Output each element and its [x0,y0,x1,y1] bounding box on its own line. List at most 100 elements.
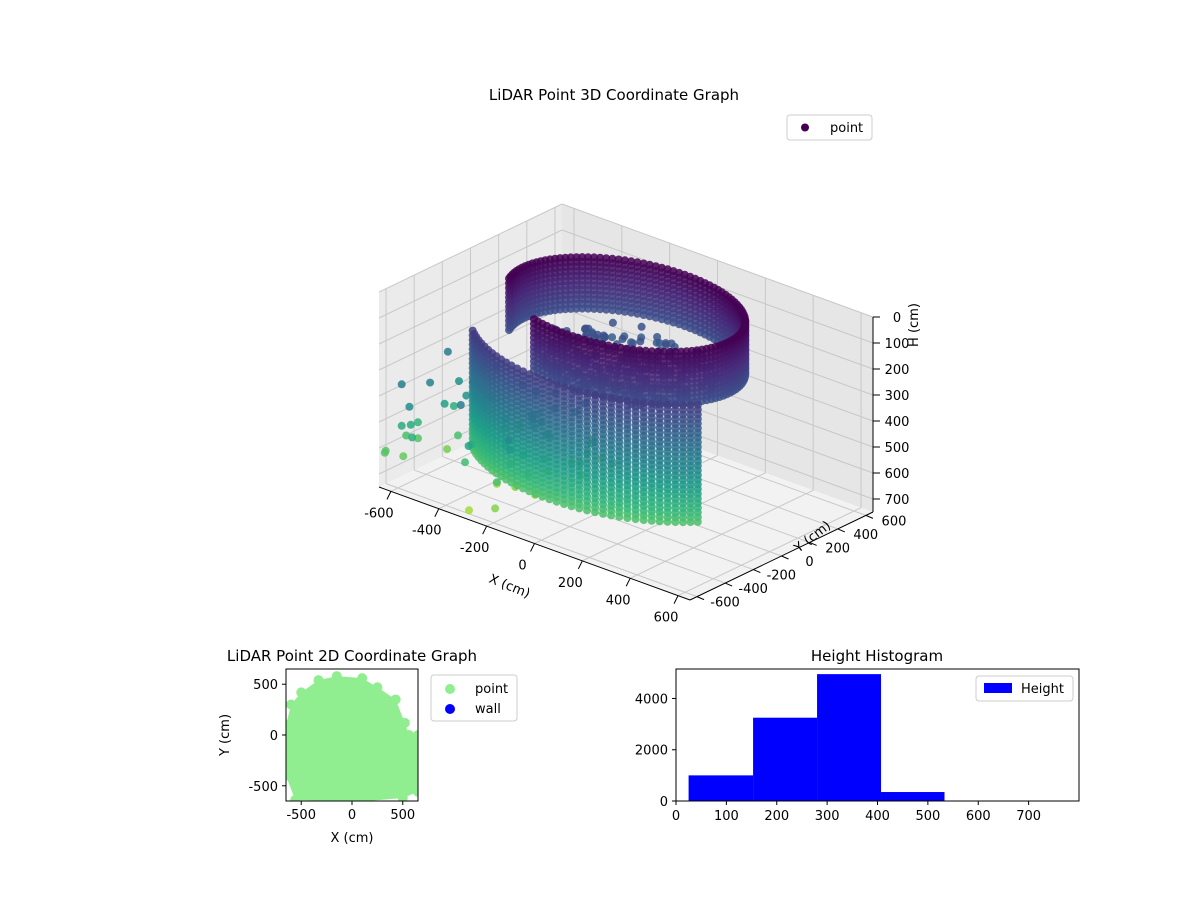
x-tick-label-3d: -400 [412,524,442,539]
3d-axes: -600-400-2000200400600-600-400-200020040… [364,311,909,626]
point-3d [608,318,617,327]
y-tick-label-3d: 200 [825,541,850,556]
y-tick-label-2d: 500 [253,678,278,693]
x-tick-label-hist: 200 [764,809,789,824]
point-3d [653,333,662,341]
point-3d [686,518,695,527]
z-tick-label-3d: 0 [893,311,901,326]
point-3d [608,333,617,342]
point-3d [590,304,599,313]
point-3d [525,487,534,496]
point-2d [357,673,368,684]
y-tick-label-2d: 0 [270,729,278,744]
legend-hist: Height [975,675,1074,702]
point-3d [636,337,645,346]
point-2d [296,687,307,698]
chart-title-3d: LiDAR Point 3D Coordinate Graph [489,86,739,104]
plot-3d: LiDAR Point 3D Coordinate Graph -600 -400… [364,86,922,626]
point-3d [645,312,654,321]
y-tick-label-hist: 2000 [635,744,668,759]
point-3d [639,311,648,319]
point-3d [560,500,569,509]
point-3d [599,509,608,518]
point-3d [661,340,670,349]
point-3d [631,515,640,524]
point-3d [620,307,629,316]
point-3d [578,304,587,313]
point-3d [426,378,435,387]
z-tick-label-3d: 300 [885,389,910,404]
histogram-bar [753,717,818,801]
point-3d [504,436,513,445]
point-2d [326,796,337,801]
x-tick-label-3d: -200 [460,541,490,556]
point-3d [505,326,513,335]
point-3d [615,512,624,521]
chart-title-2d: LiDAR Point 2D Coordinate Graph [227,647,477,665]
z-tick-label-3d: 100 [885,337,910,352]
point-3d [584,304,593,313]
point-3d [443,347,452,356]
point-3d [671,518,680,527]
x-tick-label-hist: 700 [1016,809,1041,824]
point-3d [552,497,561,506]
point-3d [538,492,547,501]
point-3d [618,335,627,343]
point-3d [449,402,458,410]
point-3d [651,313,660,322]
point-3d [465,506,473,515]
x-tick-label-3d: 400 [606,593,631,608]
point-3d [413,418,422,427]
point-3d [505,460,514,468]
z-axis-label-3d: H (cm) [907,303,922,347]
2d-points [286,671,418,801]
point-3d [440,399,449,408]
x-tick-label-hist: 300 [815,809,840,824]
point-2d [313,675,324,686]
y-axis-label-2d: Y (cm) [218,714,233,757]
point-3d [614,306,623,315]
point-2d [413,730,418,740]
point-2d [290,794,301,801]
x-tick-label-3d: 600 [654,611,679,626]
y-tick-label-3d: 600 [882,514,907,529]
point-3d [591,508,600,517]
plot-2d: LiDAR Point 2D Coordinate Graph -500 0 500… [218,647,518,846]
point-2d [362,796,373,801]
chart-title-hist: Height Histogram [811,647,943,665]
point-3d [567,502,576,511]
point-region-2d [286,676,418,801]
point-3d [655,517,664,526]
point-3d [405,402,414,411]
point-3d [455,377,463,386]
point-3d [652,338,661,347]
point-3d [505,445,514,454]
point-2d [403,730,414,740]
point-3d [572,304,581,313]
point-3d [607,511,616,520]
point-2d [286,770,291,781]
point-2d [372,682,383,693]
z-tick-label-3d: 700 [885,493,910,508]
histogram-bar [881,792,945,801]
legend-2d-label-point: point [475,682,508,697]
x-tick-label-3d: 200 [558,576,583,591]
legend-hist-label-height: Height [1021,682,1064,697]
y-tick-label-2d: -500 [248,780,278,795]
point-3d [519,484,528,493]
point-2d [397,792,408,801]
point-3d [397,380,406,389]
3d-points [380,253,750,527]
point-2d [390,694,401,705]
point-3d [464,442,473,450]
histogram-bars [688,674,945,801]
y-tick-label-3d: -600 [710,596,740,611]
point-3d [513,481,522,490]
legend-2d-label-wall: wall [475,702,501,717]
point-3d [414,434,422,443]
z-tick-label-3d: 200 [885,363,910,378]
point-3d [397,421,406,430]
x-tick-label-3d: -600 [364,506,394,521]
x-tick-label-hist: 0 [672,809,680,824]
